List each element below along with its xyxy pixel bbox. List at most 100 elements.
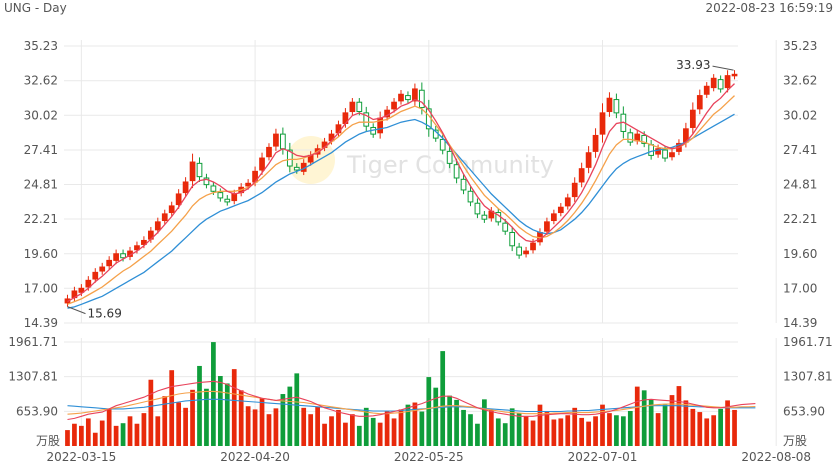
candle-body [154,221,161,231]
volume-bar [572,407,578,446]
volume-bar [266,414,272,446]
volume-bar [294,373,300,446]
candle-body [696,95,703,110]
volume-bar [92,432,98,446]
volume-bar [495,418,501,446]
volume-bar [669,395,675,446]
volume-ma-mid-line [67,390,756,415]
candle-body [502,222,509,232]
candle-body [599,112,606,135]
candle-body [585,152,592,168]
volume-bar [509,408,515,446]
candle-body [182,181,189,194]
volume-bar [65,430,70,446]
candle-body [571,182,578,198]
volume-bar [433,387,439,446]
candle-body [78,287,85,293]
volume-bar [537,404,543,446]
volume-bar [558,418,564,446]
volume-bar [600,404,605,446]
candle-body [655,148,661,155]
volume-bar [676,386,682,446]
volume-bar [607,413,612,446]
candle-body [189,161,196,182]
volume-bar [301,407,307,446]
volume-bar [523,416,529,446]
volume-bar [704,418,710,446]
volume-bar [287,386,293,446]
volume-bar [426,377,432,446]
price-tick-label-right: 22.21 [783,212,817,226]
volume-bar [398,409,404,446]
high-annotation-label: 33.93 [676,58,710,72]
candle-body [578,168,585,183]
volume-bar [384,411,390,446]
volume-bar [169,370,175,446]
volume-bar [224,383,230,446]
price-tick-label-right: 32.62 [783,74,817,88]
volume-tick-label-left: 1307.81 [8,370,58,384]
candle-body [280,133,286,150]
high-annotation-leader [712,65,734,71]
candle-body [120,253,126,259]
price-tick-label-left: 30.02 [24,108,58,122]
candle-body [530,242,536,251]
candle-body [113,253,119,261]
candle-body [446,150,453,164]
candle-body [266,146,272,158]
price-tick-label-right: 14.39 [783,316,817,330]
price-tick-label-left: 19.60 [24,247,58,261]
price-ma-mid-line [67,95,735,305]
volume-bar [516,413,522,446]
volume-bar [725,400,730,446]
candle-body [405,95,411,101]
volume-unit-label-right: 万股 [783,434,807,448]
candle-body [349,101,356,113]
volume-bar [106,408,112,446]
volume-bar [259,398,265,446]
candle-body [224,198,231,203]
volume-bars [65,342,737,446]
candle-body [398,93,404,102]
candle-body [592,134,599,152]
candle-body [606,97,613,113]
price-tick-label-right: 35.23 [783,39,817,53]
volume-bar [586,421,591,446]
volume-bar [641,390,647,446]
candle-body [551,213,557,222]
volume-bar [329,416,334,446]
candle-body [85,279,92,288]
volume-tick-label-right: 1307.81 [783,370,833,384]
candle-body [92,271,99,280]
datetime-label: 2022-08-23 16:59:19 [705,1,833,15]
candle-body [217,192,224,199]
volume-bar [711,415,717,446]
volume-bar [565,415,571,446]
candle-body [710,77,717,89]
volume-bar [349,414,355,446]
volume-bar [662,404,668,446]
volume-bar [148,379,154,446]
volume-bar [488,409,494,446]
volume-bar [718,408,723,446]
price-tick-label-left: 14.39 [24,316,58,330]
candle-body [196,162,203,178]
volume-tick-label-right: 1961.71 [783,335,833,349]
volume-bar [683,400,689,446]
volume-bar [377,422,383,446]
volume-bar [363,407,369,446]
date-tick-label: 2022-08-08 [741,450,811,464]
volume-bar [579,417,585,446]
volume-bar [134,423,140,446]
volume-bar [440,351,446,446]
volume-bar [648,399,654,446]
volume-bar [593,416,598,446]
volume-bar [85,418,91,446]
candle-body [453,164,460,179]
annotations: 15.69 33.93 [67,58,734,321]
candle-body [564,197,571,207]
price-tick-label-right: 30.02 [783,108,817,122]
volume-bar [732,409,737,446]
volume-bar [211,342,216,446]
